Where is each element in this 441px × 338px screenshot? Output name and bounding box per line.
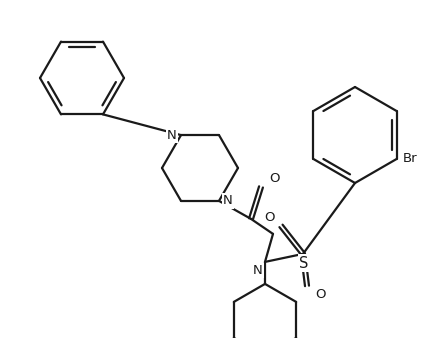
Text: O: O — [269, 172, 280, 185]
Text: S: S — [299, 256, 309, 271]
Text: O: O — [265, 211, 275, 224]
Text: N: N — [223, 194, 233, 208]
Text: N: N — [253, 264, 263, 277]
Text: N: N — [167, 128, 177, 142]
Text: O: O — [315, 288, 325, 301]
Text: Br: Br — [403, 152, 417, 166]
